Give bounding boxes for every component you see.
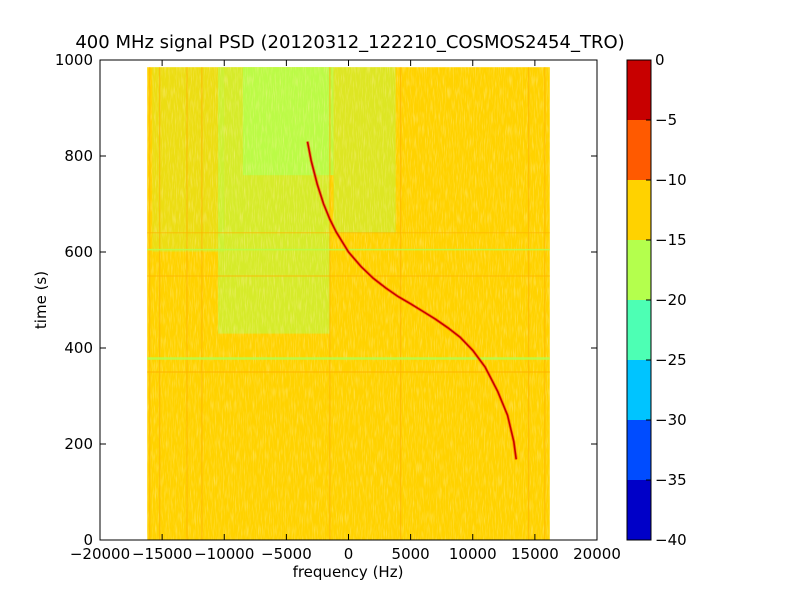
x-axis-label: frequency (Hz) — [293, 563, 404, 581]
x-tick-label: 0 — [344, 545, 354, 563]
x-tick-label: −20000 — [70, 545, 130, 563]
colorbar-tick-label: 0 — [655, 51, 665, 69]
plot-area: −20000 −15000 −10000 −5000 0 5000 10000 15000 20… — [55, 51, 621, 563]
x-axis: −20000 −15000 −10000 −5000 0 5000 10000 15000 20… — [70, 60, 621, 563]
colorbar-tick-label: −35 — [655, 471, 687, 489]
x-tick-label: 5000 — [392, 545, 430, 563]
y-tick-label: 0 — [83, 531, 93, 549]
colorbar-segment — [627, 60, 651, 120]
colorbar-segment — [627, 300, 651, 360]
heatmap-texture — [147, 67, 550, 540]
colorbar-segment — [627, 180, 651, 240]
colorbar-segment — [627, 480, 651, 540]
y-tick-label: 800 — [64, 147, 93, 165]
colorbar-tick-label: −10 — [655, 171, 687, 189]
chart-title: 400 MHz signal PSD (20120312_122210_COSM… — [75, 32, 624, 53]
colorbar-segment — [627, 120, 651, 180]
colorbar-tick-label: −25 — [655, 351, 687, 369]
x-tick-label: 20000 — [573, 545, 621, 563]
colorbar-tick-label: −20 — [655, 291, 687, 309]
x-tick-label: −15000 — [132, 545, 192, 563]
y-tick-label: 1000 — [55, 51, 93, 69]
x-tick-label: −5000 — [261, 545, 312, 563]
y-tick-label: 200 — [64, 435, 93, 453]
colorbar-tick-label: −5 — [655, 111, 677, 129]
y-tick-label: 400 — [64, 339, 93, 357]
colorbar: −40 −35 −30 −25 −20 −15 −10 −5 0 — [626, 51, 687, 549]
x-tick-label: 15000 — [511, 545, 559, 563]
colorbar-tick-label: −15 — [655, 231, 687, 249]
x-tick-label: 10000 — [449, 545, 497, 563]
colorbar-tick-label: −30 — [655, 411, 687, 429]
y-tick-label: 600 — [64, 243, 93, 261]
x-tick-label: −10000 — [194, 545, 254, 563]
y-axis-label: time (s) — [32, 271, 50, 329]
colorbar-segment — [627, 240, 651, 300]
colorbar-segment — [627, 420, 651, 480]
colorbar-segment — [627, 360, 651, 420]
heatmap — [147, 67, 550, 540]
y-axis: 0 200 400 600 800 1000 — [55, 51, 597, 549]
colorbar-tick-label: −40 — [655, 531, 687, 549]
signal-trace — [306, 141, 517, 460]
